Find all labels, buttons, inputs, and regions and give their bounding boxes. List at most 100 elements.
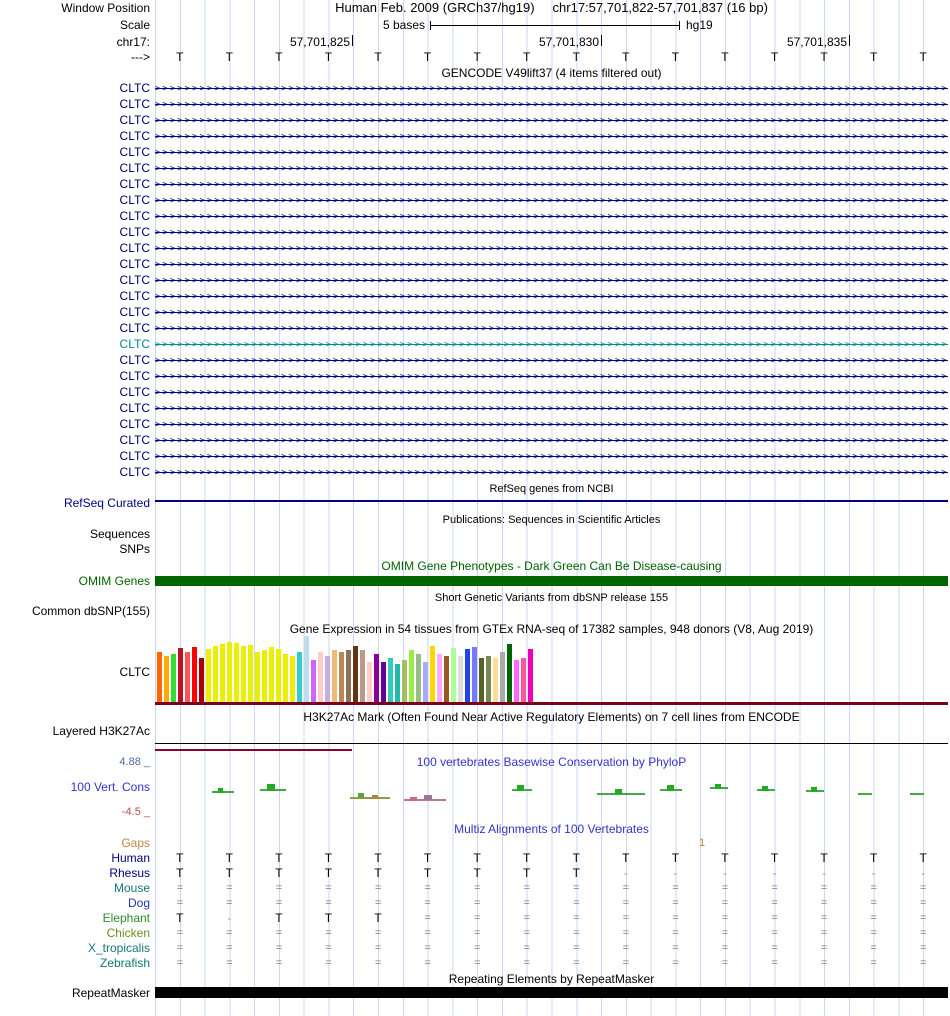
- gtex-bar[interactable]: [500, 652, 505, 702]
- gene-label[interactable]: CLTC: [119, 113, 150, 127]
- gene-row[interactable]: >>>>>>>>>>>>>>>>>>>>>>>>>>>>>>>>>>>>>>>>…: [155, 208, 948, 224]
- gene-row[interactable]: >>>>>>>>>>>>>>>>>>>>>>>>>>>>>>>>>>>>>>>>…: [155, 80, 948, 96]
- gene-row[interactable]: >>>>>>>>>>>>>>>>>>>>>>>>>>>>>>>>>>>>>>>>…: [155, 352, 948, 368]
- gtex-bar[interactable]: [381, 662, 386, 702]
- gtex-bar[interactable]: [220, 644, 225, 702]
- gtex-bar[interactable]: [185, 652, 190, 702]
- gtex-bar[interactable]: [206, 649, 211, 702]
- gene-row[interactable]: >>>>>>>>>>>>>>>>>>>>>>>>>>>>>>>>>>>>>>>>…: [155, 304, 948, 320]
- gtex-bar[interactable]: [395, 664, 400, 702]
- gene-row[interactable]: >>>>>>>>>>>>>>>>>>>>>>>>>>>>>>>>>>>>>>>>…: [155, 384, 948, 400]
- gtex-bar[interactable]: [388, 658, 393, 702]
- species-label-zebrafish[interactable]: Zebrafish: [99, 956, 150, 970]
- gtex-bar[interactable]: [367, 662, 372, 702]
- species-label-mouse[interactable]: Mouse: [113, 881, 150, 895]
- gtex-gene-label[interactable]: CLTC: [119, 665, 150, 679]
- gtex-bar[interactable]: [297, 652, 302, 702]
- gene-label[interactable]: CLTC: [119, 401, 150, 415]
- gene-label[interactable]: CLTC: [119, 161, 150, 175]
- gtex-bar[interactable]: [325, 656, 330, 702]
- gtex-bar[interactable]: [262, 650, 267, 702]
- gene-label[interactable]: CLTC: [119, 209, 150, 223]
- gtex-bar[interactable]: [269, 647, 274, 702]
- gtex-bar[interactable]: [227, 642, 232, 702]
- gene-row[interactable]: >>>>>>>>>>>>>>>>>>>>>>>>>>>>>>>>>>>>>>>>…: [155, 160, 948, 176]
- gtex-bar[interactable]: [430, 646, 435, 702]
- gene-row[interactable]: >>>>>>>>>>>>>>>>>>>>>>>>>>>>>>>>>>>>>>>>…: [155, 320, 948, 336]
- gene-label[interactable]: CLTC: [119, 385, 150, 399]
- gtex-bar[interactable]: [290, 656, 295, 702]
- gtex-bar[interactable]: [416, 654, 421, 702]
- gene-row[interactable]: >>>>>>>>>>>>>>>>>>>>>>>>>>>>>>>>>>>>>>>>…: [155, 192, 948, 208]
- h3k27ac-label[interactable]: Layered H3K27Ac: [52, 724, 150, 738]
- gtex-bar[interactable]: [241, 646, 246, 702]
- gtex-bar[interactable]: [311, 660, 316, 702]
- species-label-x_tropicalis[interactable]: X_tropicalis: [87, 941, 150, 955]
- gene-row[interactable]: >>>>>>>>>>>>>>>>>>>>>>>>>>>>>>>>>>>>>>>>…: [155, 224, 948, 240]
- gtex-bar[interactable]: [283, 654, 288, 702]
- gene-row[interactable]: >>>>>>>>>>>>>>>>>>>>>>>>>>>>>>>>>>>>>>>>…: [155, 176, 948, 192]
- gene-row[interactable]: >>>>>>>>>>>>>>>>>>>>>>>>>>>>>>>>>>>>>>>>…: [155, 288, 948, 304]
- gtex-bar[interactable]: [353, 646, 358, 702]
- gene-row[interactable]: >>>>>>>>>>>>>>>>>>>>>>>>>>>>>>>>>>>>>>>>…: [155, 272, 948, 288]
- h3k27ac-signal[interactable]: [155, 749, 352, 751]
- gtex-bar[interactable]: [479, 658, 484, 702]
- gene-label[interactable]: CLTC: [119, 305, 150, 319]
- gtex-bar[interactable]: [507, 644, 512, 702]
- gene-label[interactable]: CLTC: [119, 417, 150, 431]
- gtex-bar[interactable]: [192, 647, 197, 702]
- gtex-bar[interactable]: [318, 652, 323, 702]
- species-label-human[interactable]: Human: [111, 851, 150, 865]
- gtex-bar[interactable]: [423, 662, 428, 702]
- gtex-bar[interactable]: [472, 647, 477, 702]
- sequences-label[interactable]: Sequences: [89, 527, 150, 541]
- gtex-bar[interactable]: [276, 649, 281, 702]
- gtex-bar[interactable]: [486, 656, 491, 702]
- species-label-dog[interactable]: Dog: [127, 896, 150, 910]
- gtex-bar[interactable]: [339, 652, 344, 702]
- gtex-bar[interactable]: [213, 646, 218, 702]
- gtex-bar[interactable]: [437, 654, 442, 702]
- gtex-bar[interactable]: [465, 649, 470, 702]
- gene-label[interactable]: CLTC: [119, 449, 150, 463]
- gene-label[interactable]: CLTC: [119, 369, 150, 383]
- gene-row[interactable]: >>>>>>>>>>>>>>>>>>>>>>>>>>>>>>>>>>>>>>>>…: [155, 240, 948, 256]
- gtex-bar[interactable]: [248, 645, 253, 702]
- gene-row[interactable]: >>>>>>>>>>>>>>>>>>>>>>>>>>>>>>>>>>>>>>>>…: [155, 464, 948, 480]
- gene-row[interactable]: >>>>>>>>>>>>>>>>>>>>>>>>>>>>>>>>>>>>>>>>…: [155, 448, 948, 464]
- gene-row[interactable]: >>>>>>>>>>>>>>>>>>>>>>>>>>>>>>>>>>>>>>>>…: [155, 368, 948, 384]
- gene-label[interactable]: CLTC: [119, 433, 150, 447]
- gtex-bar[interactable]: [444, 656, 449, 702]
- omim-track-bar[interactable]: [155, 576, 948, 586]
- gtex-bar[interactable]: [451, 648, 456, 702]
- gene-label[interactable]: CLTC: [119, 145, 150, 159]
- gtex-bar[interactable]: [304, 636, 309, 702]
- gtex-bar[interactable]: [157, 652, 162, 702]
- gene-label[interactable]: CLTC: [119, 81, 150, 95]
- gene-label[interactable]: CLTC: [119, 273, 150, 287]
- gene-label[interactable]: CLTC: [119, 337, 150, 351]
- dbsnp-label[interactable]: Common dbSNP(155): [31, 604, 150, 618]
- species-label-chicken[interactable]: Chicken: [106, 926, 150, 940]
- gene-label[interactable]: CLTC: [119, 257, 150, 271]
- gene-label[interactable]: CLTC: [119, 225, 150, 239]
- species-label-elephant[interactable]: Elephant: [102, 911, 150, 925]
- gtex-bar[interactable]: [528, 649, 533, 702]
- gtex-bar[interactable]: [374, 654, 379, 702]
- gtex-bar[interactable]: [255, 652, 260, 702]
- omim-genes-label[interactable]: OMIM Genes: [78, 574, 150, 588]
- gene-label[interactable]: CLTC: [119, 193, 150, 207]
- gtex-bar[interactable]: [514, 660, 519, 702]
- gene-label[interactable]: CLTC: [119, 353, 150, 367]
- gene-row[interactable]: >>>>>>>>>>>>>>>>>>>>>>>>>>>>>>>>>>>>>>>>…: [155, 400, 948, 416]
- gtex-bar[interactable]: [346, 650, 351, 702]
- gtex-bar[interactable]: [171, 654, 176, 702]
- gtex-bar[interactable]: [178, 648, 183, 702]
- gtex-bar[interactable]: [360, 650, 365, 702]
- refseq-curated-label[interactable]: RefSeq Curated: [63, 496, 150, 510]
- gene-row[interactable]: >>>>>>>>>>>>>>>>>>>>>>>>>>>>>>>>>>>>>>>>…: [155, 144, 948, 160]
- gtex-bar[interactable]: [409, 650, 414, 702]
- gene-row[interactable]: >>>>>>>>>>>>>>>>>>>>>>>>>>>>>>>>>>>>>>>>…: [155, 112, 948, 128]
- species-label-rhesus[interactable]: Rhesus: [109, 866, 150, 880]
- gene-label[interactable]: CLTC: [119, 97, 150, 111]
